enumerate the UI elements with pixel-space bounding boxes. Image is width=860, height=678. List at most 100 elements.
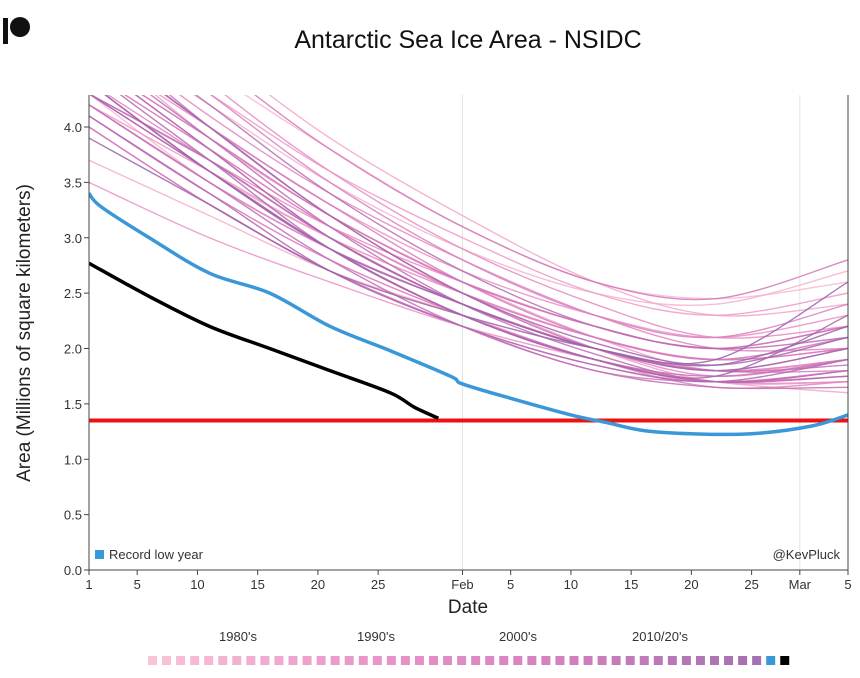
year-swatch [485,656,495,665]
historical-year-line [210,95,849,316]
y-tick-label: 1.5 [64,397,82,412]
logo [3,17,30,44]
x-tick-label: 10 [190,577,204,592]
y-tick-label: 3.0 [64,231,82,246]
year-swatch [246,656,256,665]
historical-year-line [154,95,849,372]
year-swatch [232,656,242,665]
year-swatch [443,656,453,665]
record-low-legend: Record low year [95,547,204,562]
year-swatch [260,656,270,665]
year-swatch [316,656,326,665]
year-swatch [710,656,719,665]
year-swatch [583,656,593,665]
year-swatch [176,656,186,665]
historical-year-line [253,95,849,301]
year-swatch [695,656,705,665]
x-tick-label: 20 [684,577,698,592]
decade-legend-label: 1980's [219,629,257,644]
year-swatch [414,656,424,665]
current-year-swatch [780,656,790,665]
year-swatch [611,656,621,665]
x-tick-label: 15 [250,577,264,592]
historical-year-line [104,95,849,365]
historical-year-line [89,95,849,350]
year-swatch [162,656,172,665]
historical-year-line [141,95,849,350]
x-tick-label: 5 [844,577,851,592]
y-tick-label: 0.0 [64,563,82,578]
y-tick-label: 4.0 [64,120,82,135]
year-swatch [738,656,748,665]
x-tick-label: 1 [85,577,92,592]
record-low-year-swatch [766,656,776,665]
year-swatch [639,656,649,665]
year-swatch [541,656,551,665]
x-tick-label: 25 [744,577,758,592]
year-swatch [344,656,354,665]
y-tick-label: 2.0 [64,342,82,357]
historical-year-line [124,95,849,385]
credit-label: @KevPluck [773,547,841,562]
y-tick-label: 3.5 [64,175,82,190]
x-axis-label: Date [448,597,488,618]
year-swatch [330,656,340,665]
year-swatch [555,656,565,665]
x-tick-label: 10 [564,577,578,592]
historical-year-line [163,95,849,361]
historical-year-line [89,137,849,367]
historical-year-line [89,115,849,394]
year-swatch [274,656,284,665]
y-tick-label: 0.5 [64,508,82,523]
x-tick-label: 5 [134,577,141,592]
year-swatch [400,656,410,665]
historical-year-line [141,95,849,350]
decade-legend-label: 2010/20's [632,629,688,644]
x-tick-label: Feb [451,577,473,592]
current-year-line [89,261,440,420]
historical-year-line [89,126,849,383]
historical-year-line [89,115,849,383]
y-axis-label: Area (Millions of square kilometers) [14,184,35,482]
year-swatch [148,656,157,665]
year-swatch [204,656,214,665]
year-swatch [288,656,298,665]
x-tick-label: Mar [789,577,812,592]
year-swatch [724,656,734,665]
year-swatch [499,656,509,665]
x-tick-label: 20 [311,577,325,592]
year-swatch [457,656,467,665]
year-swatch [527,656,537,665]
historical-year-line [158,95,849,339]
year-swatch [218,656,228,665]
x-tick-label: 25 [371,577,385,592]
year-swatch [625,656,635,665]
year-swatch [569,656,579,665]
historical-year-line [194,95,849,350]
year-swatch [681,656,691,665]
x-tick-label: 5 [507,577,514,592]
record-low-year-line [89,192,849,437]
year-swatch [752,656,762,665]
x-tick-label: 15 [624,577,638,592]
year-swatch [513,656,523,665]
record-low-legend-label: Record low year [109,547,204,562]
year-swatch [471,656,481,665]
year-swatch [302,656,312,665]
decade-legend-label: 1990's [357,629,395,644]
historical-year-line [89,104,849,390]
historical-year-line [89,126,849,383]
year-swatch [653,656,663,665]
year-swatch [372,656,382,665]
y-tick-label: 2.5 [64,286,82,301]
chart-title: Antarctic Sea Ice Area - NSIDC [294,26,641,54]
historical-year-line [168,95,849,372]
record-low-swatch [95,550,104,559]
year-swatch [386,656,396,665]
historical-year-line [209,95,849,339]
year-swatch [358,656,368,665]
year-swatch [190,656,200,665]
decade-legend-label: 2000's [499,629,537,644]
year-swatch [667,656,677,665]
